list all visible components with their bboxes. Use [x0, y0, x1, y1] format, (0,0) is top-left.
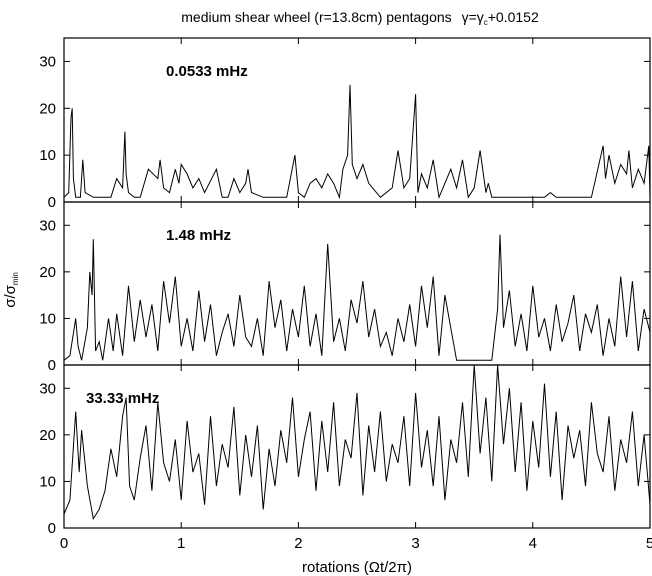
panel-2-label: 1.48 mHz	[166, 227, 231, 244]
panel-2-series-line	[63, 234, 651, 361]
panel-2-ytick-label: 0	[48, 357, 56, 374]
panel-2-ytick-label: 30	[39, 217, 56, 234]
panel-1-ytick-label: 10	[39, 147, 56, 164]
xtick-label: 1	[177, 535, 185, 552]
panel-1-ytick-label: 20	[39, 100, 56, 117]
x-axis-label: rotations (Ωt/2π)	[302, 559, 412, 576]
xtick-label: 3	[411, 535, 419, 552]
panel-3-label: 33.33 mHz	[86, 390, 159, 407]
panel-3-ytick-label: 30	[39, 380, 56, 397]
chart-title: medium shear wheel (r=13.8cm) pentagons …	[181, 9, 539, 27]
panel-1-series-line	[63, 84, 651, 200]
panel-3-ytick-label: 10	[39, 473, 56, 490]
panel-2-ytick-label: 20	[39, 264, 56, 281]
panel-1-ytick-label: 0	[48, 194, 56, 211]
panel-3-ytick-label: 20	[39, 427, 56, 444]
xtick-label: 2	[294, 535, 302, 552]
xtick-label: 5	[646, 535, 652, 552]
panel-3-series-line	[63, 364, 651, 521]
panel-3-ytick-label: 0	[48, 520, 56, 537]
panel-1-ytick-label: 30	[39, 53, 56, 70]
y-axis-label: σ/σmin	[2, 272, 20, 308]
panel-2-ytick-label: 10	[39, 310, 56, 327]
panel-3-frame	[63, 364, 651, 529]
xtick-label: 0	[60, 535, 68, 552]
panel-1-label: 0.0533 mHz	[166, 63, 248, 80]
xtick-label: 4	[529, 535, 537, 552]
